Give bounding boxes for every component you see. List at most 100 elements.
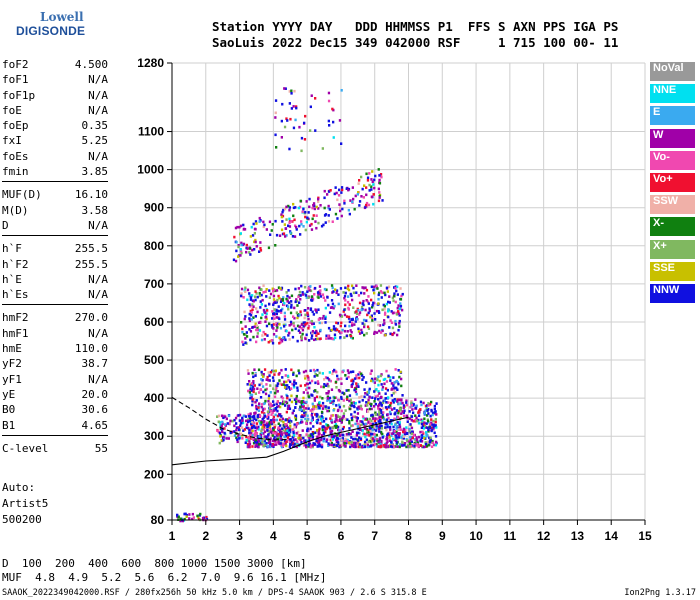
echo-point bbox=[422, 422, 425, 426]
echo-point bbox=[383, 322, 386, 325]
echo-point bbox=[185, 513, 188, 517]
echo-point bbox=[347, 375, 350, 379]
echo-point bbox=[338, 188, 341, 192]
echo-point bbox=[297, 329, 300, 332]
echo-point bbox=[379, 401, 382, 405]
echo-point bbox=[396, 400, 399, 403]
echo-point bbox=[315, 334, 318, 337]
echo-point bbox=[427, 402, 430, 405]
echo-point bbox=[248, 380, 251, 383]
echo-point bbox=[244, 341, 247, 344]
echo-point bbox=[281, 376, 284, 379]
echo-point bbox=[332, 399, 335, 403]
echo-point bbox=[374, 411, 377, 415]
echo-point bbox=[367, 421, 370, 424]
echo-point bbox=[250, 393, 254, 397]
echo-point bbox=[400, 384, 403, 388]
echo-point bbox=[286, 418, 289, 421]
echo-point bbox=[364, 435, 367, 439]
echo-point bbox=[362, 299, 365, 303]
echo-point bbox=[355, 382, 358, 385]
echo-point bbox=[370, 195, 373, 199]
echo-point bbox=[357, 445, 361, 449]
echo-point bbox=[366, 393, 369, 396]
echo-point bbox=[259, 436, 262, 440]
echo-point bbox=[294, 425, 298, 429]
echo-point bbox=[380, 415, 383, 418]
echo-point bbox=[241, 437, 244, 440]
echo-point bbox=[312, 322, 315, 325]
echo-point bbox=[259, 306, 262, 309]
echo-point bbox=[321, 372, 324, 375]
echo-point bbox=[350, 413, 353, 416]
echo-point bbox=[269, 404, 272, 408]
echo-point bbox=[347, 284, 350, 288]
echo-point bbox=[260, 378, 263, 381]
echo-point bbox=[423, 424, 427, 428]
echo-point bbox=[398, 423, 401, 426]
echo-point bbox=[389, 376, 392, 379]
echo-point bbox=[385, 369, 388, 373]
echo-point bbox=[269, 370, 273, 374]
echo-point bbox=[275, 316, 278, 319]
echo-point bbox=[396, 398, 399, 401]
echo-point bbox=[304, 337, 307, 341]
echo-point bbox=[321, 397, 324, 400]
echo-point bbox=[277, 432, 280, 436]
echo-point bbox=[293, 316, 296, 320]
echo-point bbox=[293, 89, 296, 93]
echo-point bbox=[251, 325, 255, 329]
echo-point bbox=[367, 440, 370, 444]
echo-point bbox=[367, 401, 370, 405]
x-tick-label: 2 bbox=[202, 529, 209, 543]
echo-point bbox=[283, 223, 286, 226]
echo-point bbox=[305, 400, 308, 404]
echo-point bbox=[385, 302, 388, 306]
echo-point bbox=[245, 331, 248, 334]
echo-point bbox=[340, 186, 344, 189]
echo-point bbox=[330, 337, 333, 340]
echo-point bbox=[246, 369, 250, 372]
echo-point bbox=[263, 407, 266, 411]
echo-point bbox=[283, 426, 286, 429]
echo-point bbox=[337, 330, 341, 333]
echo-point bbox=[272, 294, 276, 298]
echo-point bbox=[315, 214, 318, 217]
echo-point bbox=[306, 427, 309, 431]
echo-point bbox=[345, 433, 348, 436]
echo-point bbox=[373, 330, 376, 334]
echo-point bbox=[310, 438, 313, 442]
echo-point bbox=[425, 431, 428, 434]
echo-point bbox=[361, 429, 364, 432]
echo-point bbox=[250, 426, 254, 430]
echo-point bbox=[262, 225, 265, 229]
echo-point bbox=[315, 331, 318, 334]
echo-point bbox=[321, 428, 324, 432]
echo-point bbox=[282, 323, 285, 327]
echo-point bbox=[292, 383, 296, 387]
echo-point bbox=[241, 340, 244, 344]
echo-point bbox=[390, 408, 394, 411]
echo-point bbox=[426, 426, 429, 429]
echo-point bbox=[366, 408, 369, 412]
echo-point bbox=[421, 420, 424, 423]
software-version-text: Ion2Png 1.3.17 bbox=[624, 588, 696, 598]
echo-point bbox=[311, 322, 314, 326]
echo-point bbox=[342, 412, 346, 415]
echo-point bbox=[402, 437, 405, 440]
echo-point bbox=[356, 193, 359, 196]
echo-point bbox=[373, 186, 376, 190]
echo-point bbox=[396, 438, 399, 441]
echo-point bbox=[285, 400, 288, 404]
echo-point bbox=[365, 442, 369, 445]
echo-point bbox=[310, 222, 313, 226]
echo-point bbox=[360, 328, 363, 332]
echo-point bbox=[383, 313, 387, 316]
echo-point bbox=[299, 294, 302, 297]
echo-point bbox=[401, 410, 404, 413]
echo-point bbox=[397, 310, 400, 313]
echo-point bbox=[399, 409, 402, 412]
echo-point bbox=[369, 404, 373, 407]
echo-point bbox=[272, 437, 276, 441]
echo-point bbox=[395, 441, 398, 444]
